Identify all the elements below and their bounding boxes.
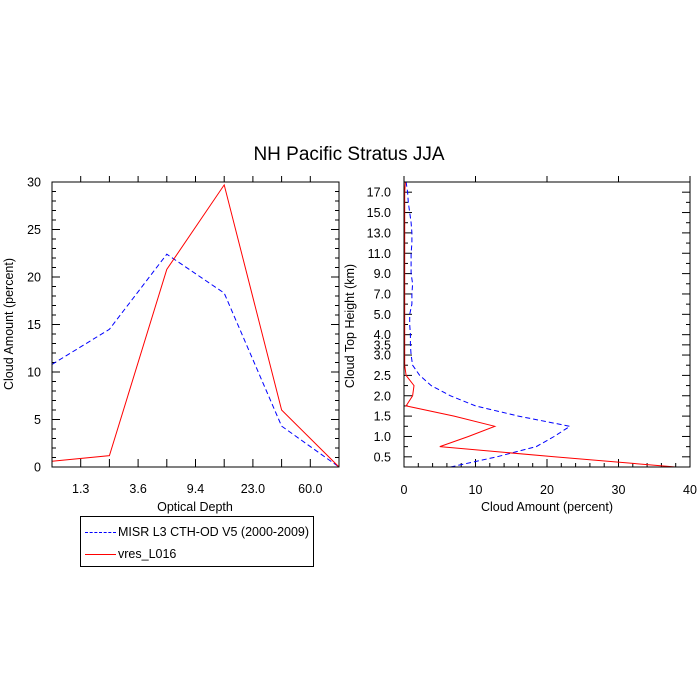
- legend-swatch-misr: [85, 531, 116, 533]
- right-series-model-line: [404, 181, 676, 468]
- legend-label-misr: MISR L3 CTH-OD V5 (2000-2009): [118, 525, 310, 539]
- left-y-tick-label: 20: [27, 271, 41, 285]
- right-x-tick-label: 30: [612, 483, 626, 497]
- left-x-tick-label: 1.3: [72, 482, 89, 496]
- left-x-axis-label: Optical Depth: [157, 500, 233, 514]
- right-y-tick-label: 1.5: [374, 410, 391, 424]
- right-x-tick-label: 10: [469, 483, 483, 497]
- left-plot-frame: [51, 181, 340, 468]
- right-series-misr-line: [405, 181, 572, 468]
- left-x-tick-label: 3.6: [129, 482, 146, 496]
- right-x-tick-label: 0: [401, 483, 408, 497]
- left-y-tick-label: 0: [34, 461, 41, 475]
- left-y-tick-label: 30: [27, 176, 41, 190]
- left-x-tick-label: 9.4: [187, 482, 204, 496]
- left-y-tick-label: 15: [27, 318, 41, 332]
- legend-swatch-model: [85, 553, 116, 555]
- figure-title: NH Pacific Stratus JJA: [253, 144, 444, 165]
- right-y-tick-label: 4.0: [374, 328, 391, 342]
- right-y-tick-label: 13.0: [367, 226, 391, 240]
- right-y-tick-label: 0.5: [374, 450, 391, 464]
- right-y-tick-label: 2.5: [374, 369, 391, 383]
- legend-label-model: vres_L016: [118, 547, 177, 561]
- right-y-tick-label: 17.0: [367, 186, 391, 200]
- cloud-height-panel: 0 10 20 30 40 0.5 1.0 1.5 2.0 2.5 3.03.54.0 5.0 7.0 9…: [343, 176, 697, 514]
- right-y-axis-label: Cloud Top Height (km): [343, 264, 357, 388]
- right-y-tick-label: 11.0: [368, 247, 391, 261]
- left-x-tick-label: 60.0: [298, 482, 322, 496]
- right-y-tick-label: 15.0: [367, 206, 391, 220]
- left-series-model-line: [51, 183, 340, 468]
- legend-item-misr: MISR L3 CTH-OD V5 (2000-2009): [81, 522, 309, 542]
- left-y-axis-label: Cloud Amount (percent): [2, 258, 16, 390]
- left-x-tick-label: 23.0: [241, 482, 265, 496]
- legend-box: MISR L3 CTH-OD V5 (2000-2009) vres_L016: [80, 516, 314, 567]
- right-y-tick-label: 5.0: [374, 308, 391, 322]
- left-series-misr-line: [51, 253, 340, 468]
- left-y-tick-label: 25: [27, 223, 41, 237]
- right-y-tick-label: 2.0: [374, 389, 391, 403]
- left-y-tick-label: 10: [27, 366, 41, 380]
- right-x-tick-label: 20: [540, 483, 554, 497]
- right-y-tick-label: 3.5: [374, 338, 391, 352]
- right-y-tick-label: 1.0: [374, 430, 391, 444]
- legend-item-model: vres_L016: [81, 544, 176, 564]
- left-y-tick-label: 5: [34, 413, 41, 427]
- right-x-axis-label: Cloud Amount (percent): [481, 500, 613, 514]
- right-x-tick-label: 40: [683, 483, 697, 497]
- optical-depth-panel: 0 5 10 15 20 25 30 1.3 3.6 9.4 23.0 60.0 Optical De…: [2, 176, 340, 514]
- right-y-tick-label: 3.0: [374, 349, 391, 363]
- right-y-tick-label: 7.0: [374, 287, 391, 301]
- right-plot-frame: [403, 181, 691, 468]
- right-y-tick-label: 9.0: [374, 267, 391, 281]
